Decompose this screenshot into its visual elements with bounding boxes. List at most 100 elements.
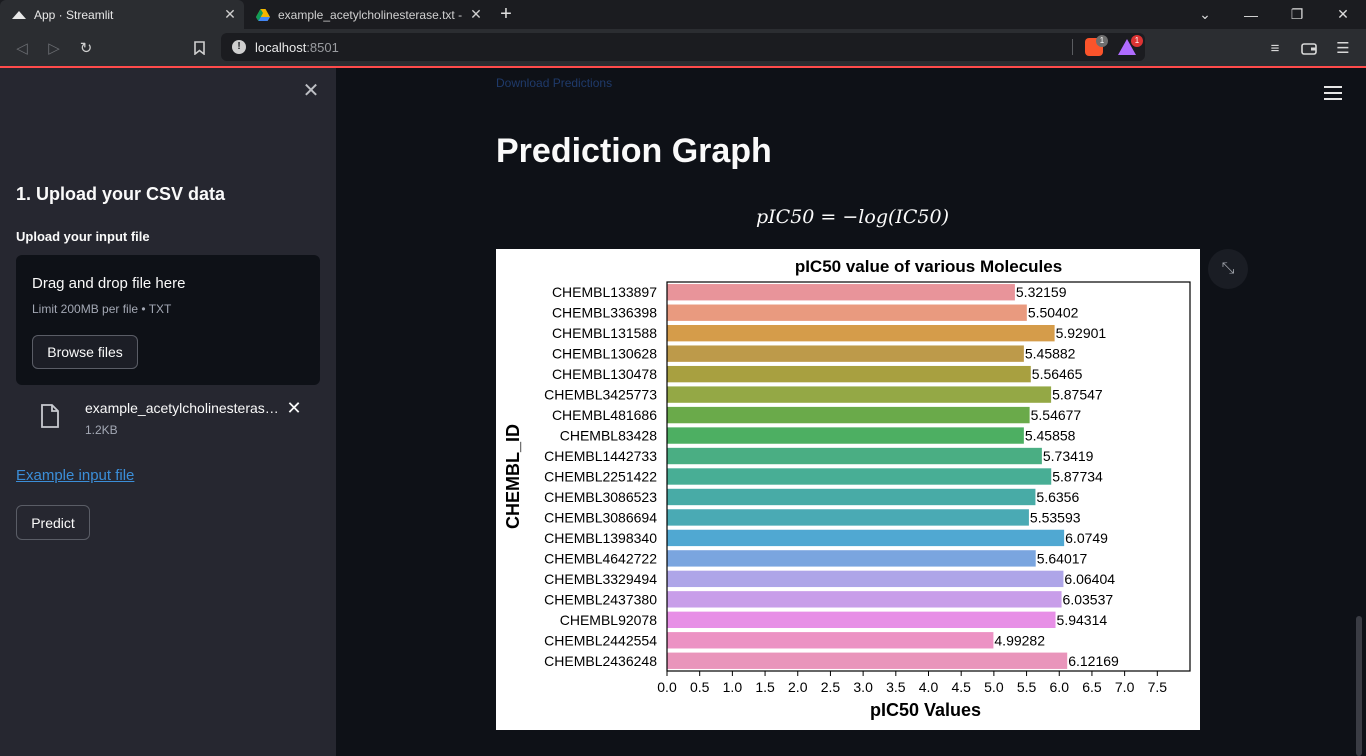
new-tab-icon[interactable]: + (500, 3, 512, 25)
bar (667, 652, 1068, 669)
tab-google-drive[interactable]: example_acetylcholinesterase.txt - Goo ✕ (244, 0, 490, 29)
x-tick-label: 5.0 (984, 679, 1004, 695)
bookmark-icon[interactable] (188, 37, 210, 59)
bar (667, 304, 1027, 321)
chart-container: pIC50 value of various Molecules CHEMBL13… (496, 249, 1200, 730)
data-label: 5.45882 (1025, 346, 1076, 362)
close-sidebar-icon[interactable]: ✕ (302, 80, 320, 102)
data-label: 6.06404 (1064, 571, 1115, 587)
minimize-icon[interactable]: — (1244, 6, 1258, 23)
data-label: 6.0749 (1065, 530, 1108, 546)
data-label: 5.6356 (1036, 489, 1079, 505)
main-content: Download Predictions Prediction Graph pI… (336, 68, 1366, 756)
y-tick-label: CHEMBL3425773 (544, 387, 657, 403)
data-label: 5.32159 (1016, 284, 1067, 300)
forward-icon[interactable]: ▷ (48, 40, 60, 57)
y-tick-label: CHEMBL1442733 (544, 448, 657, 464)
data-label: 5.45858 (1025, 428, 1076, 444)
x-tick-label: 4.0 (919, 679, 939, 695)
x-tick-label: 7.5 (1148, 679, 1168, 695)
y-tick-label: CHEMBL130478 (552, 366, 657, 382)
data-label: 5.87734 (1052, 469, 1103, 485)
app-menu-icon[interactable] (1324, 86, 1342, 102)
y-tick-label: CHEMBL2251422 (544, 469, 657, 485)
url-text[interactable]: localhost:8501 (255, 40, 339, 55)
bar (667, 488, 1036, 506)
close-tab-icon[interactable]: ✕ (224, 6, 236, 22)
scrollbar[interactable] (1356, 616, 1362, 756)
x-tick-label: 0.5 (690, 679, 710, 695)
browser-tab-bar: App · Streamlit ✕ example_acetylcholines… (0, 0, 1366, 29)
x-tick-label: 0.0 (657, 679, 677, 695)
data-label: 5.64017 (1037, 550, 1088, 566)
dropzone-limit: Limit 200MB per file • TXT (32, 302, 172, 316)
streamlit-icon (12, 8, 26, 22)
browser-menu-icon[interactable]: ☰ (1336, 40, 1350, 57)
data-label: 5.56465 (1032, 366, 1083, 382)
data-label: 5.73419 (1043, 448, 1094, 464)
bar (667, 406, 1030, 424)
x-tick-label: 3.5 (886, 679, 906, 695)
bar (667, 447, 1042, 465)
remove-file-icon[interactable]: ✕ (286, 398, 302, 418)
back-icon[interactable]: ◁ (16, 40, 28, 57)
x-tick-label: 1.5 (755, 679, 775, 695)
chart-title: pIC50 value of various Molecules (795, 257, 1062, 276)
data-label: 4.99282 (994, 632, 1045, 648)
tab-app-streamlit[interactable]: App · Streamlit ✕ (0, 0, 244, 29)
x-axis-label: pIC50 Values (870, 700, 981, 720)
streamlit-status-line (0, 66, 1366, 68)
browse-files-button[interactable]: Browse files (32, 335, 138, 369)
y-tick-label: CHEMBL3086523 (544, 489, 657, 505)
window-close-icon[interactable]: ✕ (1337, 6, 1349, 22)
bar (667, 468, 1052, 485)
shields-badge: 1 (1096, 35, 1108, 47)
bar (667, 570, 1064, 588)
data-label: 5.92901 (1056, 325, 1107, 341)
address-bar[interactable]: ! localhost:8501 1 1 (221, 33, 1145, 61)
file-dropzone[interactable]: Drag and drop file here Limit 200MB per … (16, 255, 320, 385)
x-tick-label: 4.5 (951, 679, 971, 695)
formula: pIC50 = −log(IC50) (756, 206, 950, 228)
restore-icon[interactable]: ❐ (1290, 6, 1304, 22)
data-label: 5.54677 (1031, 407, 1082, 423)
site-info-icon[interactable]: ! (232, 40, 246, 54)
sidebar-heading: 1. Upload your CSV data (16, 184, 226, 204)
bar-chart: pIC50 value of various Molecules CHEMBL13… (503, 257, 1191, 720)
bar (667, 345, 1024, 362)
y-tick-label: CHEMBL481686 (552, 407, 657, 423)
bar (667, 550, 1036, 567)
example-input-link[interactable]: Example input file (16, 467, 135, 484)
tab-title: App · Streamlit (34, 7, 114, 22)
bar (667, 284, 1015, 301)
tab-search-chevron-icon[interactable]: ⌄ (1199, 6, 1211, 22)
download-link[interactable]: Download Predictions (496, 76, 613, 90)
y-tick-label: CHEMBL2442554 (544, 632, 657, 648)
reload-icon[interactable]: ↻ (79, 40, 93, 57)
browser-toolbar: ◁ ▷ ↻ ! localhost:8501 1 1 ≡ ☰ (0, 29, 1366, 66)
uploaded-file-size: 1.2KB (85, 423, 118, 437)
sidebar: ✕ 1. Upload your CSV data Upload your in… (0, 68, 336, 756)
y-tick-label: CHEMBL2437380 (544, 591, 657, 607)
bar (667, 324, 1055, 342)
y-tick-label: CHEMBL1398340 (544, 530, 657, 546)
fullscreen-icon[interactable]: ⤡ (1208, 249, 1248, 289)
y-axis-label: CHEMBL_ID (503, 424, 523, 529)
divider (1072, 39, 1073, 55)
data-label: 6.03537 (1063, 591, 1114, 607)
y-tick-label: CHEMBL92078 (560, 612, 657, 628)
x-tick-label: 2.5 (821, 679, 841, 695)
dropzone-title: Drag and drop file here (32, 275, 186, 292)
x-tick-label: 5.5 (1017, 679, 1037, 695)
predict-button[interactable]: Predict (16, 505, 90, 540)
wallet-icon[interactable] (1298, 37, 1320, 59)
bar (667, 611, 1056, 629)
playlist-icon[interactable]: ≡ (1270, 39, 1280, 57)
page-title: Prediction Graph (496, 132, 772, 170)
bar (667, 591, 1062, 608)
upload-label: Upload your input file (16, 229, 150, 244)
uploaded-file-name: example_acetylcholinesterase.txt (85, 400, 283, 416)
y-tick-label: CHEMBL4642722 (544, 550, 657, 566)
close-tab-icon[interactable]: ✕ (470, 6, 482, 22)
tab-title: example_acetylcholinesterase.txt - Goo (278, 7, 466, 22)
